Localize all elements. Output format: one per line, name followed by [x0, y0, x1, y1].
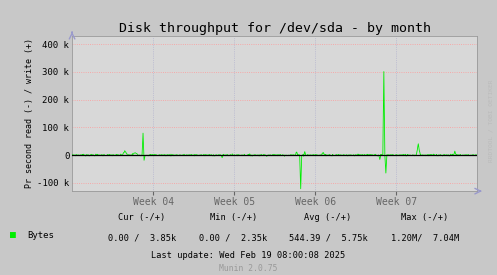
Text: 0.00 /  3.85k: 0.00 / 3.85k — [107, 233, 176, 242]
Text: Last update: Wed Feb 19 08:00:08 2025: Last update: Wed Feb 19 08:00:08 2025 — [152, 251, 345, 260]
Text: Munin 2.0.75: Munin 2.0.75 — [219, 265, 278, 273]
Text: RRDTOOL / TOBI OETIKER: RRDTOOL / TOBI OETIKER — [488, 80, 493, 162]
Title: Disk throughput for /dev/sda - by month: Disk throughput for /dev/sda - by month — [119, 21, 430, 35]
Text: Max (-/+): Max (-/+) — [401, 213, 449, 222]
Text: 544.39 /  5.75k: 544.39 / 5.75k — [289, 233, 367, 242]
Y-axis label: Pr second read (-) / write (+): Pr second read (-) / write (+) — [25, 39, 34, 188]
Text: 1.20M/  7.04M: 1.20M/ 7.04M — [391, 233, 459, 242]
Text: ■: ■ — [10, 230, 16, 240]
Text: Cur (-/+): Cur (-/+) — [118, 213, 166, 222]
Text: Min (-/+): Min (-/+) — [210, 213, 257, 222]
Text: 0.00 /  2.35k: 0.00 / 2.35k — [199, 233, 268, 242]
Text: Bytes: Bytes — [27, 231, 54, 240]
Text: Avg (-/+): Avg (-/+) — [304, 213, 352, 222]
